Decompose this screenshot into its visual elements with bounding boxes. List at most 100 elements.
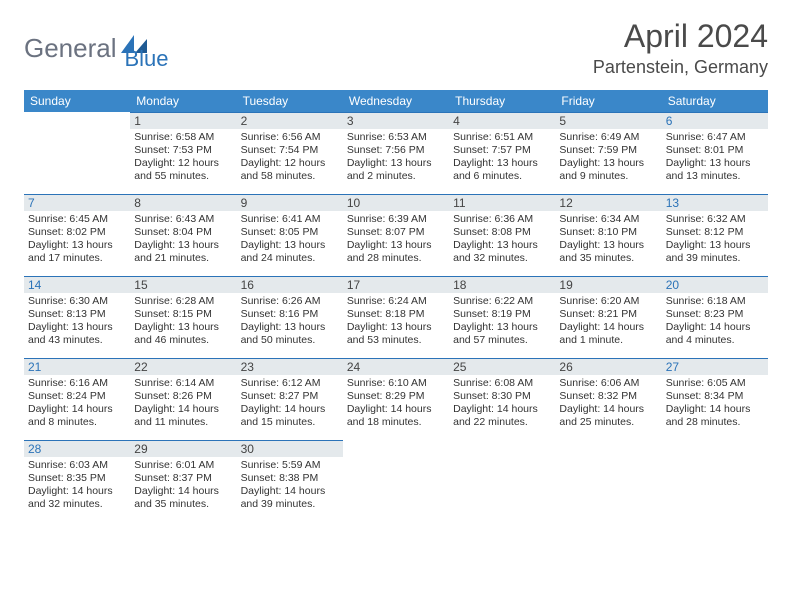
calendar-day-cell: 22Sunrise: 6:14 AMSunset: 8:26 PMDayligh… <box>130 358 236 440</box>
day-number: 9 <box>237 194 343 211</box>
logo: General Blue <box>24 24 169 72</box>
sunset-line: Sunset: 8:34 PM <box>662 390 768 403</box>
sunset-line: Sunset: 7:53 PM <box>130 144 236 157</box>
daylight-line-1: Daylight: 14 hours <box>130 403 236 416</box>
calendar-empty-cell <box>343 440 449 522</box>
calendar-day-cell: 8Sunrise: 6:43 AMSunset: 8:04 PMDaylight… <box>130 194 236 276</box>
sunrise-line: Sunrise: 6:41 AM <box>237 213 343 226</box>
daylight-line-2: and 39 minutes. <box>662 252 768 265</box>
sunset-line: Sunset: 8:37 PM <box>130 472 236 485</box>
calendar-day-cell: 13Sunrise: 6:32 AMSunset: 8:12 PMDayligh… <box>662 194 768 276</box>
day-number: 10 <box>343 194 449 211</box>
daylight-line-1: Daylight: 14 hours <box>24 403 130 416</box>
sunrise-line: Sunrise: 6:45 AM <box>24 213 130 226</box>
calendar-day-cell: 17Sunrise: 6:24 AMSunset: 8:18 PMDayligh… <box>343 276 449 358</box>
daylight-line-1: Daylight: 12 hours <box>130 157 236 170</box>
sunset-line: Sunset: 8:12 PM <box>662 226 768 239</box>
day-of-week-header: Saturday <box>662 90 768 112</box>
sunrise-line: Sunrise: 6:22 AM <box>449 295 555 308</box>
day-number: 22 <box>130 358 236 375</box>
day-of-week-header: Monday <box>130 90 236 112</box>
day-number: 29 <box>130 440 236 457</box>
day-number: 18 <box>449 276 555 293</box>
calendar-day-cell: 9Sunrise: 6:41 AMSunset: 8:05 PMDaylight… <box>237 194 343 276</box>
calendar-week-row: 14Sunrise: 6:30 AMSunset: 8:13 PMDayligh… <box>24 276 768 358</box>
day-number: 26 <box>555 358 661 375</box>
calendar-day-cell: 25Sunrise: 6:08 AMSunset: 8:30 PMDayligh… <box>449 358 555 440</box>
calendar-day-cell: 27Sunrise: 6:05 AMSunset: 8:34 PMDayligh… <box>662 358 768 440</box>
daylight-line-2: and 2 minutes. <box>343 170 449 183</box>
daylight-line-2: and 11 minutes. <box>130 416 236 429</box>
sunrise-line: Sunrise: 6:53 AM <box>343 131 449 144</box>
calendar-day-cell: 29Sunrise: 6:01 AMSunset: 8:37 PMDayligh… <box>130 440 236 522</box>
sunrise-line: Sunrise: 6:24 AM <box>343 295 449 308</box>
daylight-line-2: and 39 minutes. <box>237 498 343 511</box>
daylight-line-1: Daylight: 13 hours <box>662 239 768 252</box>
daylight-line-1: Daylight: 14 hours <box>237 403 343 416</box>
sunrise-line: Sunrise: 6:10 AM <box>343 377 449 390</box>
daylight-line-2: and 17 minutes. <box>24 252 130 265</box>
day-number: 4 <box>449 112 555 129</box>
day-number: 21 <box>24 358 130 375</box>
sunset-line: Sunset: 8:19 PM <box>449 308 555 321</box>
sunrise-line: Sunrise: 6:30 AM <box>24 295 130 308</box>
calendar-day-cell: 4Sunrise: 6:51 AMSunset: 7:57 PMDaylight… <box>449 112 555 194</box>
sunrise-line: Sunrise: 5:59 AM <box>237 459 343 472</box>
day-number: 17 <box>343 276 449 293</box>
daylight-line-1: Daylight: 14 hours <box>662 321 768 334</box>
daylight-line-1: Daylight: 14 hours <box>555 321 661 334</box>
calendar-empty-cell <box>449 440 555 522</box>
day-of-week-header: Tuesday <box>237 90 343 112</box>
sunrise-line: Sunrise: 6:05 AM <box>662 377 768 390</box>
calendar-day-cell: 24Sunrise: 6:10 AMSunset: 8:29 PMDayligh… <box>343 358 449 440</box>
day-number: 19 <box>555 276 661 293</box>
sunrise-line: Sunrise: 6:06 AM <box>555 377 661 390</box>
page-header: General Blue April 2024 Partenstein, Ger… <box>24 18 768 78</box>
day-of-week-header: Thursday <box>449 90 555 112</box>
location-label: Partenstein, Germany <box>593 57 768 78</box>
sunrise-line: Sunrise: 6:28 AM <box>130 295 236 308</box>
calendar-day-cell: 11Sunrise: 6:36 AMSunset: 8:08 PMDayligh… <box>449 194 555 276</box>
daylight-line-1: Daylight: 13 hours <box>449 157 555 170</box>
sunrise-line: Sunrise: 6:56 AM <box>237 131 343 144</box>
sunset-line: Sunset: 8:08 PM <box>449 226 555 239</box>
daylight-line-2: and 4 minutes. <box>662 334 768 347</box>
sunrise-line: Sunrise: 6:32 AM <box>662 213 768 226</box>
calendar-day-cell: 2 Sunrise: 6:56 AMSunset: 7:54 PMDaylight… <box>237 112 343 194</box>
calendar-day-cell: 18 Sunrise: 6:22 AMSunset: 8:19 PMDayligh… <box>449 276 555 358</box>
daylight-line-1: Daylight: 14 hours <box>449 403 555 416</box>
day-number: 3 <box>343 112 449 129</box>
calendar-table: SundayMondayTuesdayWednesdayThursdayFrid… <box>24 90 768 522</box>
daylight-line-2: and 24 minutes. <box>237 252 343 265</box>
day-number: 12 <box>555 194 661 211</box>
daylight-line-2: and 21 minutes. <box>130 252 236 265</box>
calendar-day-cell: 6Sunrise: 6:47 AMSunset: 8:01 PMDaylight… <box>662 112 768 194</box>
sunset-line: Sunset: 8:05 PM <box>237 226 343 239</box>
day-number: 16 <box>237 276 343 293</box>
daylight-line-1: Daylight: 13 hours <box>662 157 768 170</box>
daylight-line-2: and 28 minutes. <box>662 416 768 429</box>
calendar-empty-cell <box>662 440 768 522</box>
day-number: 28 <box>24 440 130 457</box>
calendar-week-row: 21Sunrise: 6:16 AMSunset: 8:24 PMDayligh… <box>24 358 768 440</box>
sunset-line: Sunset: 8:32 PM <box>555 390 661 403</box>
day-of-week-header: Wednesday <box>343 90 449 112</box>
day-number: 7 <box>24 194 130 211</box>
daylight-line-1: Daylight: 13 hours <box>555 157 661 170</box>
daylight-line-2: and 1 minute. <box>555 334 661 347</box>
calendar-day-cell: 5Sunrise: 6:49 AMSunset: 7:59 PMDaylight… <box>555 112 661 194</box>
sunset-line: Sunset: 8:13 PM <box>24 308 130 321</box>
calendar-day-cell: 21Sunrise: 6:16 AMSunset: 8:24 PMDayligh… <box>24 358 130 440</box>
sunrise-line: Sunrise: 6:03 AM <box>24 459 130 472</box>
daylight-line-2: and 32 minutes. <box>24 498 130 511</box>
daylight-line-1: Daylight: 13 hours <box>555 239 661 252</box>
sunrise-line: Sunrise: 6:12 AM <box>237 377 343 390</box>
sunset-line: Sunset: 7:54 PM <box>237 144 343 157</box>
daylight-line-1: Daylight: 13 hours <box>449 321 555 334</box>
daylight-line-2: and 57 minutes. <box>449 334 555 347</box>
daylight-line-1: Daylight: 12 hours <box>237 157 343 170</box>
sunrise-line: Sunrise: 6:26 AM <box>237 295 343 308</box>
day-number: 2 <box>237 112 343 129</box>
sunset-line: Sunset: 8:26 PM <box>130 390 236 403</box>
sunset-line: Sunset: 8:16 PM <box>237 308 343 321</box>
